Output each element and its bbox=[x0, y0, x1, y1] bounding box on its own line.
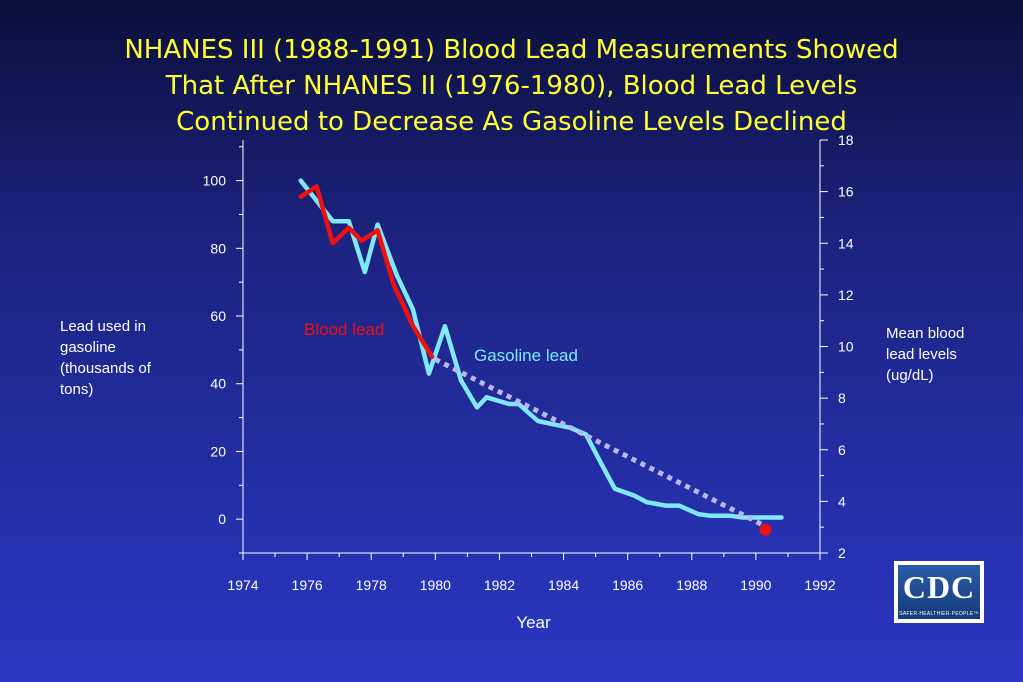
logo-background: CDC SAFER·HEALTHIER·PEOPLE™ bbox=[898, 565, 980, 619]
gasoline-lead-line bbox=[298, 178, 784, 520]
y-left-tick-label-20: 20 bbox=[210, 443, 226, 459]
y-right-tick-label-18: 18 bbox=[838, 132, 854, 148]
x-tick-label-1984: 1984 bbox=[548, 577, 579, 593]
y-right-tick-label-16: 16 bbox=[838, 184, 854, 200]
x-tick-label-1988: 1988 bbox=[676, 577, 707, 593]
y-left-tick-label-60: 60 bbox=[210, 308, 226, 324]
title-line-2: That After NHANES II (1976-1980), Blood … bbox=[165, 71, 858, 101]
x-tick-label-1978: 1978 bbox=[356, 577, 387, 593]
x-tick-label-1986: 1986 bbox=[612, 577, 643, 593]
x-tick-label-1980: 1980 bbox=[420, 577, 451, 593]
x-axis-title: Year bbox=[516, 613, 551, 632]
y-right-tick-label-10: 10 bbox=[838, 339, 854, 355]
x-tick-label-1982: 1982 bbox=[484, 577, 515, 593]
x-tick-label-1992: 1992 bbox=[804, 577, 835, 593]
y-right-tick-label-8: 8 bbox=[838, 390, 846, 406]
chart-title: NHANES III (1988-1991) Blood Lead Measur… bbox=[0, 32, 1023, 140]
cdc-logo: CDC SAFER·HEALTHIER·PEOPLE™ bbox=[894, 561, 984, 623]
y-right-tick-label-6: 6 bbox=[838, 442, 846, 458]
y-right-tick-label-12: 12 bbox=[838, 287, 854, 303]
y-axis-left-label: Lead used in gasoline (thousands of tons… bbox=[60, 318, 151, 398]
blood-lead-trend-line bbox=[434, 357, 764, 527]
blood-lead-line bbox=[298, 184, 435, 360]
y-left-tick-label-40: 40 bbox=[210, 376, 226, 392]
logo-tagline: SAFER·HEALTHIER·PEOPLE™ bbox=[899, 611, 979, 617]
annotation-gasoline-lead: Gasoline lead bbox=[474, 346, 578, 365]
y-left-tick-label-0: 0 bbox=[218, 511, 226, 527]
annotation-blood-lead: Blood lead bbox=[304, 320, 384, 339]
blood-lead-point bbox=[759, 523, 772, 536]
logo-text: CDC bbox=[902, 569, 976, 605]
y-right-tick-label-14: 14 bbox=[838, 235, 854, 251]
y-right-tick-label-2: 2 bbox=[838, 545, 846, 561]
y-left-tick-label-80: 80 bbox=[210, 240, 226, 256]
title-line-1: NHANES III (1988-1991) Blood Lead Measur… bbox=[124, 35, 899, 65]
title-line-3: Continued to Decrease As Gasoline Levels… bbox=[176, 107, 847, 137]
x-tick-label-1976: 1976 bbox=[292, 577, 323, 593]
y-left-tick-label-100: 100 bbox=[203, 173, 227, 189]
x-tick-label-1974: 1974 bbox=[227, 577, 258, 593]
x-tick-label-1990: 1990 bbox=[740, 577, 771, 593]
y-right-tick-label-4: 4 bbox=[838, 493, 846, 509]
y-axis-right-label: Mean blood lead levels (ug/dL) bbox=[886, 325, 965, 384]
